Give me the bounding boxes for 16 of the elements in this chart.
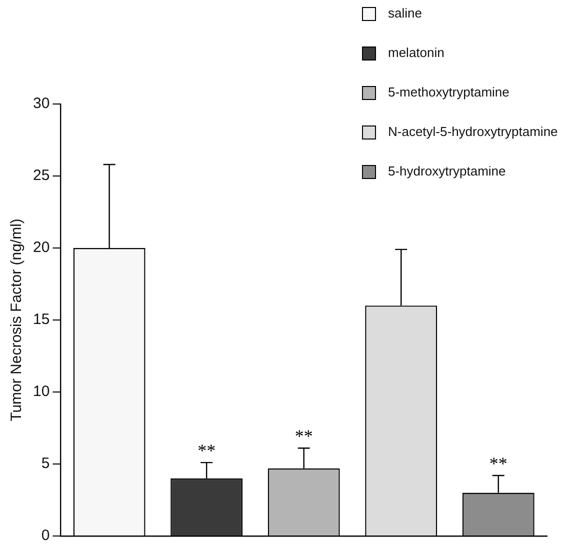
data-label: ** [294, 426, 313, 446]
y-tick-label: 0 [41, 527, 50, 544]
legend-label: N-acetyl-5-hydroxytryptamine [388, 124, 558, 140]
data-label: ** [489, 453, 508, 474]
legend-label: melatonin [388, 45, 444, 60]
y-tick-label: 25 [32, 167, 50, 184]
y-tick-label: 30 [32, 95, 50, 112]
y-tick-label: 15 [32, 311, 50, 328]
y-tick-label: 5 [41, 455, 50, 472]
legend-label: saline [388, 6, 422, 21]
y-tick-label: 20 [32, 239, 50, 256]
legend-label: 5-hydroxytryptamine [388, 164, 506, 179]
y-tick-label: 10 [32, 383, 50, 400]
data-label: ** [198, 440, 216, 460]
legend-label: 5-methoxytryptamine [388, 84, 510, 100]
y-axis-title: Tumor Necrosis Factor (ng/ml) [8, 218, 26, 422]
